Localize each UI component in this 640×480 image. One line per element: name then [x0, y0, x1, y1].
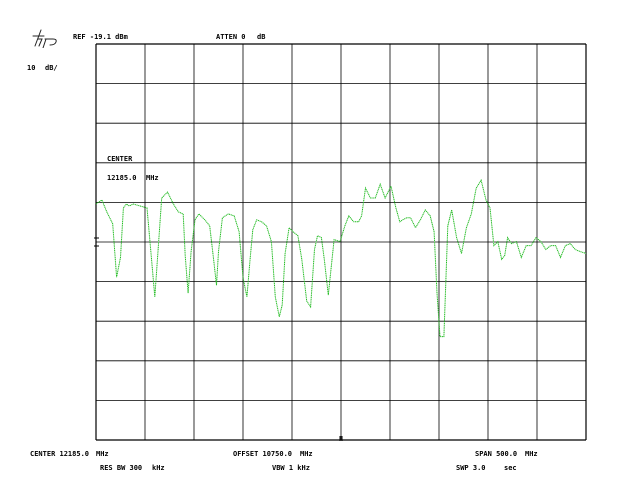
attenuation-label: ATTEN 0 — [216, 33, 246, 41]
sweep-time-label: SWP 3.0 — [456, 464, 486, 472]
attenuation-unit: dB — [257, 33, 266, 41]
spectrum-trace — [95, 178, 587, 338]
center-frequency-unit: MHz — [96, 450, 109, 458]
scale-unit: dB/ — [45, 64, 58, 72]
marker-readout-value: 12185.0 — [107, 174, 137, 182]
offset-unit: MHz — [300, 450, 313, 458]
resolution-bandwidth-unit: kHz — [152, 464, 165, 472]
span-label: SPAN 500.0 — [475, 450, 518, 458]
center-marker-ticks — [339, 436, 343, 441]
center-frequency-label: CENTER 12185.0 — [30, 450, 90, 458]
offset-label: OFFSET 10750.0 — [233, 450, 293, 458]
graticule — [95, 43, 587, 441]
reference-level-label: REF -19.1 dBm — [73, 33, 128, 41]
marker-readout-title: CENTER — [107, 155, 133, 163]
sweep-time-unit: sec — [504, 464, 517, 472]
hp-logo-icon — [32, 29, 57, 48]
marker-readout-unit: MHz — [146, 174, 159, 182]
span-unit: MHz — [525, 450, 538, 458]
reference-level-ticks — [94, 237, 99, 247]
video-bandwidth-label: VBW 1 kHz — [272, 464, 310, 472]
scale-value: 10 — [27, 64, 36, 72]
resolution-bandwidth-label: RES BW 300 — [100, 464, 143, 472]
